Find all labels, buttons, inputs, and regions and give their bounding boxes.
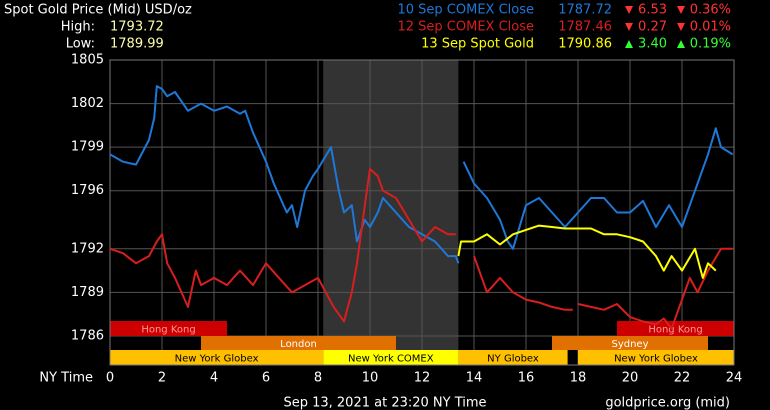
legend-price: 1787.72 — [558, 3, 612, 18]
y-tick-label: 1802 — [71, 96, 104, 111]
session-label: London — [280, 339, 317, 350]
x-tick-label: 24 — [726, 371, 743, 386]
session-bar — [201, 336, 396, 350]
x-tick-label: 0 — [106, 371, 114, 386]
plot-frame — [109, 59, 735, 366]
chart-title: Spot Gold Price (Mid) USD/oz — [4, 3, 192, 18]
x-tick-label: 6 — [262, 371, 270, 386]
change-arrow — [625, 6, 633, 14]
y-tick-label: 1789 — [71, 285, 104, 300]
x-tick-label: 16 — [518, 371, 535, 386]
x-tick-label: 20 — [622, 371, 639, 386]
legend-change: 0.27 — [638, 20, 667, 35]
session-bar — [110, 321, 227, 336]
y-tick-label: 1796 — [71, 183, 104, 198]
footer-left: Sep 13, 2021 at 23:20 NY Time — [283, 396, 486, 410]
x-tick-label: 22 — [674, 371, 691, 386]
session-bar — [578, 350, 734, 365]
session-label: Hong Kong — [141, 325, 195, 336]
high-label: High: — [61, 20, 95, 35]
footer-right: goldprice.org (mid) — [605, 396, 730, 410]
y-tick-label: 1799 — [71, 140, 104, 155]
legend-change-pct: 0.19% — [690, 37, 731, 52]
session-label: New York Globex — [175, 354, 259, 365]
change-arrow — [677, 6, 685, 14]
low-value: 1789.99 — [110, 37, 164, 52]
legend-price: 1787.46 — [558, 20, 612, 35]
x-tick-label: 18 — [570, 371, 587, 386]
legend-name: 10 Sep COMEX Close — [398, 3, 535, 18]
y-tick-label: 1786 — [71, 328, 104, 343]
x-tick-label: 10 — [362, 371, 379, 386]
legend-name: 13 Sep Spot Gold — [421, 37, 534, 52]
session-bar — [323, 350, 459, 365]
change-arrow — [677, 23, 685, 31]
session-bar — [110, 350, 324, 365]
x-tick-label: 2 — [158, 371, 166, 386]
y-tick-label: 1805 — [71, 53, 104, 68]
session-label: New York COMEX — [348, 354, 434, 365]
session-bar — [458, 350, 568, 365]
change-arrow — [677, 40, 685, 48]
x-tick-label: 4 — [210, 371, 218, 386]
legend-change-pct: 0.36% — [690, 3, 731, 18]
low-label: Low: — [66, 37, 95, 52]
session-label: NY Globex — [487, 354, 539, 365]
price-line — [109, 167, 733, 330]
x-tick-label: 12 — [414, 371, 431, 386]
price-line — [109, 85, 734, 264]
price-line — [457, 224, 717, 279]
x-tick-label: 14 — [466, 371, 483, 386]
legend-name: 12 Sep COMEX Close — [398, 20, 535, 35]
x-axis-label: NY Time — [39, 371, 93, 386]
legend-price: 1790.86 — [558, 37, 612, 52]
legend-change: 3.40 — [638, 37, 667, 52]
session-bar — [552, 336, 708, 350]
high-value: 1793.72 — [110, 20, 164, 35]
session-bar — [617, 321, 734, 336]
change-arrow — [625, 40, 633, 48]
legend-change-pct: 0.01% — [690, 20, 731, 35]
y-tick-label: 1792 — [71, 241, 104, 256]
session-label: Sydney — [611, 339, 648, 350]
x-tick-label: 8 — [314, 371, 322, 386]
session-label: New York Globex — [614, 354, 698, 365]
change-arrow — [625, 23, 633, 31]
legend-change: 6.53 — [638, 3, 667, 18]
session-label: Hong Kong — [648, 325, 702, 336]
